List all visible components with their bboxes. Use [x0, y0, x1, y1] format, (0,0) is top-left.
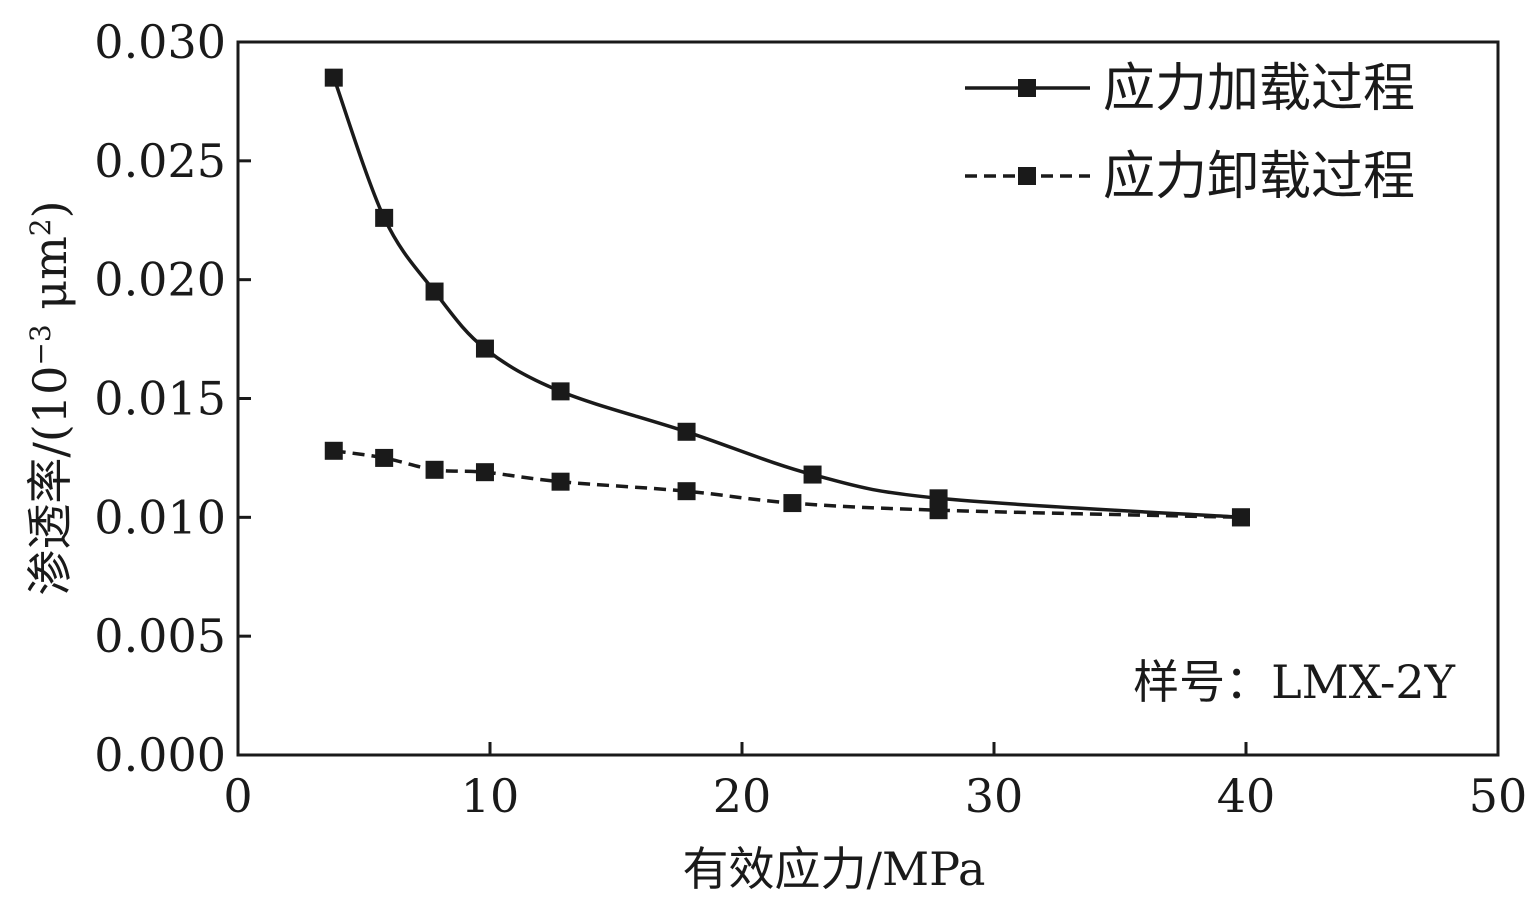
y-tick-label: 0.000 — [94, 728, 226, 782]
series-loading — [324, 68, 1250, 527]
data-point-marker — [929, 501, 948, 520]
x-tick-label: 50 — [1469, 769, 1528, 823]
y-axis-title: 渗透率/(10−3 μm2) — [23, 200, 77, 595]
annotation-sample-id: 样号：LMX-2Y — [1133, 655, 1456, 709]
data-point-marker — [324, 68, 343, 87]
y-tick-label: 0.020 — [94, 253, 226, 307]
legend-item: 应力加载过程 — [965, 59, 1415, 119]
legend-item: 应力卸载过程 — [965, 147, 1415, 207]
x-tick-label: 40 — [1217, 769, 1276, 823]
y-tick-label: 0.015 — [94, 372, 226, 426]
y-tick-label: 0.030 — [94, 15, 226, 69]
data-point-marker — [677, 482, 696, 501]
data-point-marker — [1231, 508, 1250, 527]
data-point-marker — [803, 465, 822, 484]
legend-marker — [1018, 167, 1036, 185]
data-point-marker — [375, 448, 394, 467]
y-axis-title-unit: μm — [23, 236, 77, 324]
data-point-marker — [475, 463, 494, 482]
x-axis-title: 有效应力/MPa — [683, 842, 986, 896]
data-point-marker — [783, 494, 802, 513]
y-tick-label: 0.025 — [94, 134, 226, 188]
data-point-marker — [677, 422, 696, 441]
legend-marker — [1018, 79, 1036, 97]
data-point-marker — [425, 282, 444, 301]
data-point-marker — [551, 472, 570, 491]
legend-label: 应力卸载过程 — [1103, 147, 1415, 207]
y-tick-label: 0.005 — [94, 609, 226, 663]
data-point-marker — [375, 208, 394, 227]
x-tick-label: 10 — [461, 769, 520, 823]
y-axis-title-exponent-1: −3 — [24, 324, 57, 365]
data-point-marker — [475, 339, 494, 358]
x-tick-label: 30 — [965, 769, 1024, 823]
y-tick-label: 0.010 — [94, 490, 226, 544]
data-point-marker — [425, 460, 444, 479]
y-axis-title-exponent-2: 2 — [24, 218, 57, 236]
data-point-marker — [551, 382, 570, 401]
legend-label: 应力加载过程 — [1103, 59, 1415, 119]
x-tick-label: 20 — [713, 769, 772, 823]
series-line — [332, 77, 1242, 520]
y-axis-title-main: 渗透率/(10 — [23, 366, 77, 596]
series-unloading — [324, 441, 1250, 527]
data-point-marker — [324, 441, 343, 460]
y-axis-title-close: ) — [23, 200, 77, 218]
series-line — [333, 449, 1242, 520]
x-tick-label: 0 — [223, 769, 252, 823]
